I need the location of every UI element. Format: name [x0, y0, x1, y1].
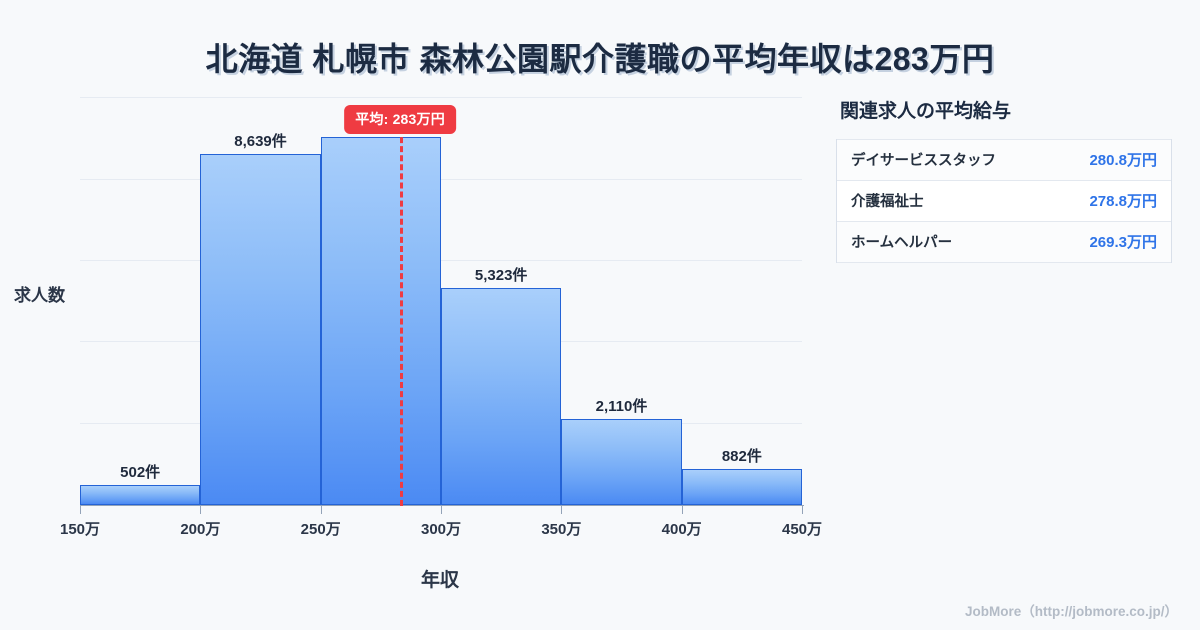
x-axis-tick-label: 450万	[781, 521, 823, 538]
histogram-bar	[441, 288, 562, 505]
y-axis-title: 求人数	[14, 286, 65, 305]
histogram-bar	[200, 153, 321, 505]
bar-value-label: 882件	[721, 448, 762, 466]
related-salary-panel: 関連求人の平均給与 デイサービススタッフ 280.8万円介護福祉士 278.8万円ホ…	[836, 96, 1172, 263]
x-axis-tick-label: 250万	[300, 521, 341, 538]
x-axis-tick	[802, 505, 803, 514]
plot-area	[80, 90, 802, 505]
bar-value-label: 5,323件	[474, 267, 528, 285]
x-axis-tick-label: 300万	[420, 521, 462, 538]
related-salary-job-name: ホームヘルパー	[851, 235, 953, 251]
gridline	[80, 97, 802, 99]
x-axis-tick	[200, 505, 202, 514]
histogram-bar	[681, 469, 802, 505]
x-axis-tick	[561, 505, 563, 514]
related-salary-job-name: デイサービススタッフ	[851, 153, 996, 169]
related-salary-job-name: 介護福祉士	[851, 194, 924, 210]
related-salary-title: 関連求人の平均給与	[840, 101, 1012, 122]
x-axis-tick-label: 150万	[59, 521, 101, 538]
x-axis-tick	[681, 505, 683, 514]
bar-value-label: 8,639件	[234, 132, 287, 150]
x-axis-tick	[80, 505, 81, 514]
gridline	[80, 259, 802, 261]
x-axis-tick-label: 200万	[180, 521, 221, 538]
related-salary-amount: 278.8万円	[1089, 193, 1157, 210]
histogram-bar	[80, 484, 201, 505]
related-salary-row: デイサービススタッフ 280.8万円	[837, 139, 1171, 181]
x-axis-tick	[320, 505, 322, 514]
average-marker-badge: 平均: 283万円	[344, 105, 456, 134]
x-axis-tick	[441, 505, 442, 514]
average-marker-line	[400, 128, 404, 506]
histogram-bar	[561, 419, 682, 505]
bar-value-label: 502件	[120, 463, 161, 481]
x-axis-line	[80, 505, 804, 506]
x-axis-tick-label: 400万	[661, 521, 702, 538]
x-axis-tick-label: 350万	[541, 521, 582, 538]
related-salary-row: ホームヘルパー 269.3万円	[837, 222, 1171, 263]
related-salary-amount: 280.8万円	[1089, 152, 1157, 169]
x-axis-title: 年収	[420, 570, 459, 591]
related-salary-amount: 269.3万円	[1089, 234, 1157, 251]
histogram-bar	[320, 136, 441, 505]
related-salary-table: デイサービススタッフ 280.8万円介護福祉士 278.8万円ホームヘルパー 269.…	[836, 139, 1172, 263]
gridline	[80, 178, 802, 180]
page-title: 北海道 札幌市 森林公園駅介護職の平均年収は283万円	[205, 41, 995, 77]
related-salary-row: 介護福祉士 278.8万円	[837, 181, 1171, 222]
footer-watermark: JobMore（http://jobmore.co.jp/）	[965, 604, 1178, 619]
bar-value-label: 2,110件	[595, 398, 648, 416]
